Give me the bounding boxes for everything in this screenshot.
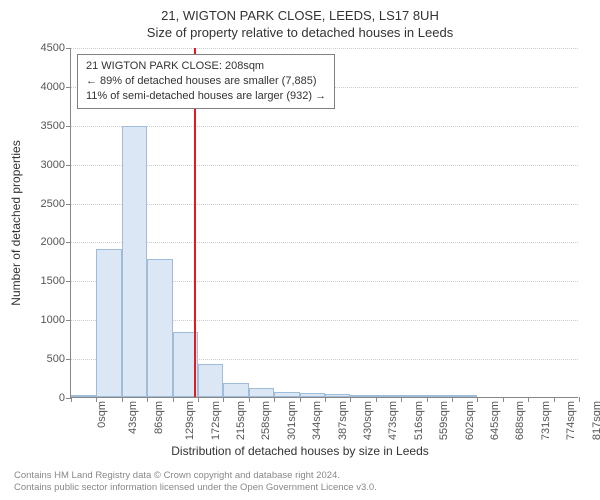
annotation-line: 21 WIGTON PARK CLOSE: 208sqm — [86, 59, 326, 74]
x-tick — [96, 397, 97, 402]
x-axis-title: Distribution of detached houses by size … — [0, 444, 600, 458]
x-tick — [274, 397, 275, 402]
y-tick-label: 2000 — [41, 236, 71, 248]
x-tick — [300, 397, 301, 402]
x-tick — [427, 397, 428, 402]
histogram-bar — [401, 395, 426, 397]
title-line-1: 21, WIGTON PARK CLOSE, LEEDS, LS17 8UH — [0, 8, 600, 25]
y-tick-label: 0 — [59, 392, 71, 404]
x-tick — [325, 397, 326, 402]
histogram-bar — [223, 383, 248, 397]
y-tick-label: 1000 — [41, 314, 71, 326]
y-gridline — [71, 48, 578, 49]
y-tick-label: 4500 — [41, 42, 71, 54]
x-tick-label: 258sqm — [261, 401, 273, 440]
x-tick-label: 129sqm — [184, 401, 196, 440]
x-tick — [122, 397, 123, 402]
annotation-line: ← 89% of detached houses are smaller (7,… — [86, 74, 326, 89]
x-tick — [71, 397, 72, 402]
y-tick-label: 1500 — [41, 275, 71, 287]
x-tick — [173, 397, 174, 402]
x-tick-label: 215sqm — [235, 401, 247, 440]
chart-plot-area: 0500100015002000250030003500400045000sqm… — [70, 48, 578, 398]
x-tick-label: 387sqm — [337, 401, 349, 440]
histogram-bar — [96, 249, 121, 397]
x-tick — [401, 397, 402, 402]
x-tick-label: 559sqm — [438, 401, 450, 440]
x-tick — [147, 397, 148, 402]
y-tick-label: 3000 — [41, 159, 71, 171]
annotation-line: 11% of semi-detached houses are larger (… — [86, 89, 326, 104]
x-tick-label: 817sqm — [591, 401, 600, 440]
x-tick-label: 43sqm — [127, 401, 139, 434]
histogram-bar — [427, 395, 452, 397]
x-tick-label: 688sqm — [515, 401, 527, 440]
x-tick — [223, 397, 224, 402]
x-tick-label: 172sqm — [210, 401, 222, 440]
x-tick — [198, 397, 199, 402]
histogram-bar — [147, 259, 172, 397]
x-tick — [503, 397, 504, 402]
x-tick-label: 344sqm — [311, 401, 323, 440]
annotation-box: 21 WIGTON PARK CLOSE: 208sqm← 89% of det… — [77, 54, 335, 109]
histogram-bar — [376, 395, 401, 397]
x-tick — [579, 397, 580, 402]
chart-container: 21, WIGTON PARK CLOSE, LEEDS, LS17 8UH S… — [0, 0, 600, 500]
x-tick-label: 516sqm — [413, 401, 425, 440]
histogram-bar — [452, 395, 477, 397]
y-tick-label: 2500 — [41, 198, 71, 210]
footer-line-1: Contains HM Land Registry data © Crown c… — [14, 470, 377, 482]
histogram-bar — [274, 392, 299, 397]
x-tick — [376, 397, 377, 402]
x-tick-label: 430sqm — [362, 401, 374, 440]
y-tick-label: 3500 — [41, 120, 71, 132]
y-axis-title: Number of detached properties — [9, 140, 23, 305]
x-tick-label: 301sqm — [286, 401, 298, 440]
x-tick — [477, 397, 478, 402]
histogram-bar — [300, 393, 325, 397]
plot-rect: 0500100015002000250030003500400045000sqm… — [70, 48, 578, 398]
x-tick-label: 86sqm — [153, 401, 165, 434]
title-block: 21, WIGTON PARK CLOSE, LEEDS, LS17 8UH S… — [0, 0, 600, 42]
x-tick-label: 645sqm — [489, 401, 501, 440]
x-tick-label: 602sqm — [464, 401, 476, 440]
x-tick — [249, 397, 250, 402]
histogram-bar — [122, 126, 147, 397]
histogram-bar — [350, 395, 375, 397]
title-line-2: Size of property relative to detached ho… — [0, 25, 600, 42]
x-tick-label: 774sqm — [565, 401, 577, 440]
x-tick-label: 0sqm — [96, 401, 108, 428]
x-tick — [554, 397, 555, 402]
x-tick-label: 731sqm — [540, 401, 552, 440]
x-tick-label: 473sqm — [388, 401, 400, 440]
x-tick — [528, 397, 529, 402]
x-tick — [452, 397, 453, 402]
histogram-bar — [198, 364, 223, 397]
y-tick-label: 4000 — [41, 81, 71, 93]
histogram-bar — [249, 388, 274, 397]
footer: Contains HM Land Registry data © Crown c… — [14, 470, 377, 494]
x-tick — [350, 397, 351, 402]
y-tick-label: 500 — [47, 353, 71, 365]
histogram-bar — [325, 394, 350, 397]
histogram-bar — [71, 395, 96, 397]
footer-line-2: Contains public sector information licen… — [14, 482, 377, 494]
